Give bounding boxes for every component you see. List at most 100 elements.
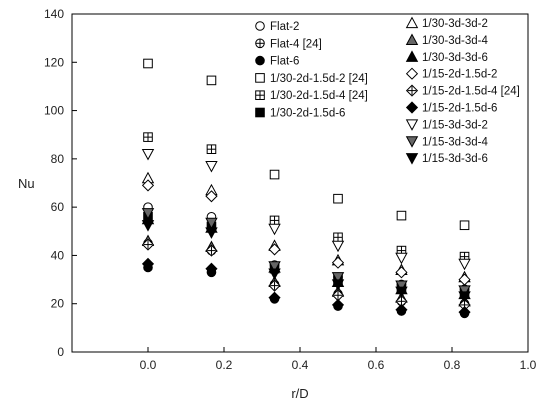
data-point [395,266,408,279]
legend-item: 1/15-3d-3d-6 [405,153,488,165]
y-tick-label: 0 [57,345,64,359]
x-tick-label: 0.6 [368,358,385,372]
data-point [395,286,408,299]
data-point [331,272,345,284]
series-7 [141,234,471,307]
legend-marker [405,136,419,148]
data-point [141,208,155,220]
data-point [268,223,281,236]
legend-label: 1/30-2d-1.5d-6 [270,108,345,120]
data-point [395,303,408,316]
legend-label: Flat-6 [270,56,299,68]
legend-item: 1/15-2d-1.5d-2 [405,67,497,81]
y-tick-label: 120 [44,55,64,69]
data-point [143,132,153,142]
data-point [141,179,155,192]
x-tick-label: 0.0 [140,358,157,372]
legend-marker [405,153,419,165]
data-point [396,210,407,221]
legend-item: 1/30-3d-3d-4 [405,33,488,47]
legend-label: 1/30-3d-3d-2 [422,18,488,30]
x-tick-label: 1.0 [520,358,537,372]
y-tick-label: 100 [44,104,64,118]
legend-label: 1/15-3d-3d-4 [422,136,488,148]
data-point [141,238,155,251]
legend-item: 1/15-2d-1.5d-6 [405,101,497,115]
legend-marker [405,50,419,62]
data-point [268,261,281,273]
data-point [141,220,155,232]
legend-marker [255,55,265,66]
data-point [205,161,218,173]
series-14 [141,220,471,303]
legend-label: Flat-4 [24] [270,38,322,50]
series-2 [143,262,470,319]
data-point [458,285,471,297]
data-point [268,243,281,256]
data-point [395,252,408,265]
legend-marker [405,101,419,114]
series-6 [141,171,471,283]
data-point [459,220,470,231]
plot-frame [71,13,529,353]
data-point [458,273,471,286]
legend-label: Flat-2 [270,21,299,33]
legend-marker [255,90,265,101]
legend-label: 1/30-2d-1.5d-4 [24] [270,90,368,102]
series-4 [143,132,470,262]
legend-label: 1/30-3d-3d-4 [422,35,488,47]
legend-label: 1/15-3d-3d-2 [422,119,488,131]
legend-marker [255,73,265,83]
legend-item: Flat-6 [255,55,299,68]
data-point [206,75,217,86]
series-9 [141,179,471,286]
data-point [141,148,155,161]
data-point [333,232,343,243]
series-13 [141,208,471,297]
series-12 [141,148,471,271]
data-point [458,291,471,303]
y-tick-label: 80 [51,152,65,166]
data-point [458,306,471,319]
series-10 [141,238,471,312]
data-point [268,279,281,292]
legend-label: 1/30-2d-1.5d-2 [24] [270,73,368,85]
legend-item: 1/15-3d-3d-4 [405,136,488,148]
data-point [331,298,345,312]
data-point [143,58,153,69]
series-11 [141,257,471,319]
legend-marker [255,21,265,31]
legend: Flat-2 Flat-4 [24] Flat-6 1/30-2d-1.5d-2 [2… [255,16,520,165]
legend-label: 1/15-3d-3d-6 [422,153,488,165]
legend-marker [255,107,265,118]
data-point [268,268,281,280]
legend-item: 1/30-2d-1.5d-4 [24] [255,90,368,102]
series-5 [143,212,470,297]
y-tick-label: 140 [44,7,64,21]
data-point [458,258,471,271]
data-point [331,240,345,253]
legend-item: 1/30-3d-3d-6 [405,50,488,64]
legend-item: 1/30-2d-1.5d-2 [24] [255,73,368,85]
data-point [205,244,218,257]
data-point [205,262,218,275]
legend-marker [405,84,419,97]
series-3 [143,58,470,231]
data-point [206,144,217,154]
legend-label: 1/15-2d-1.5d-4 [24] [422,86,520,98]
legend-label: 1/15-2d-1.5d-6 [422,103,497,115]
legend-marker [405,119,419,131]
legend-marker [255,38,265,49]
series-0 [143,202,470,295]
legend-label: 1/15-2d-1.5d-2 [422,69,497,81]
data-point [333,193,343,204]
legend-label: 1/30-3d-3d-6 [422,52,488,64]
y-axis-label: Nu [18,176,35,191]
data-point [205,217,218,230]
legend-item: Flat-2 [255,21,299,33]
y-tick-label: 40 [51,248,65,262]
series-1 [143,238,470,309]
data-point [205,227,218,239]
